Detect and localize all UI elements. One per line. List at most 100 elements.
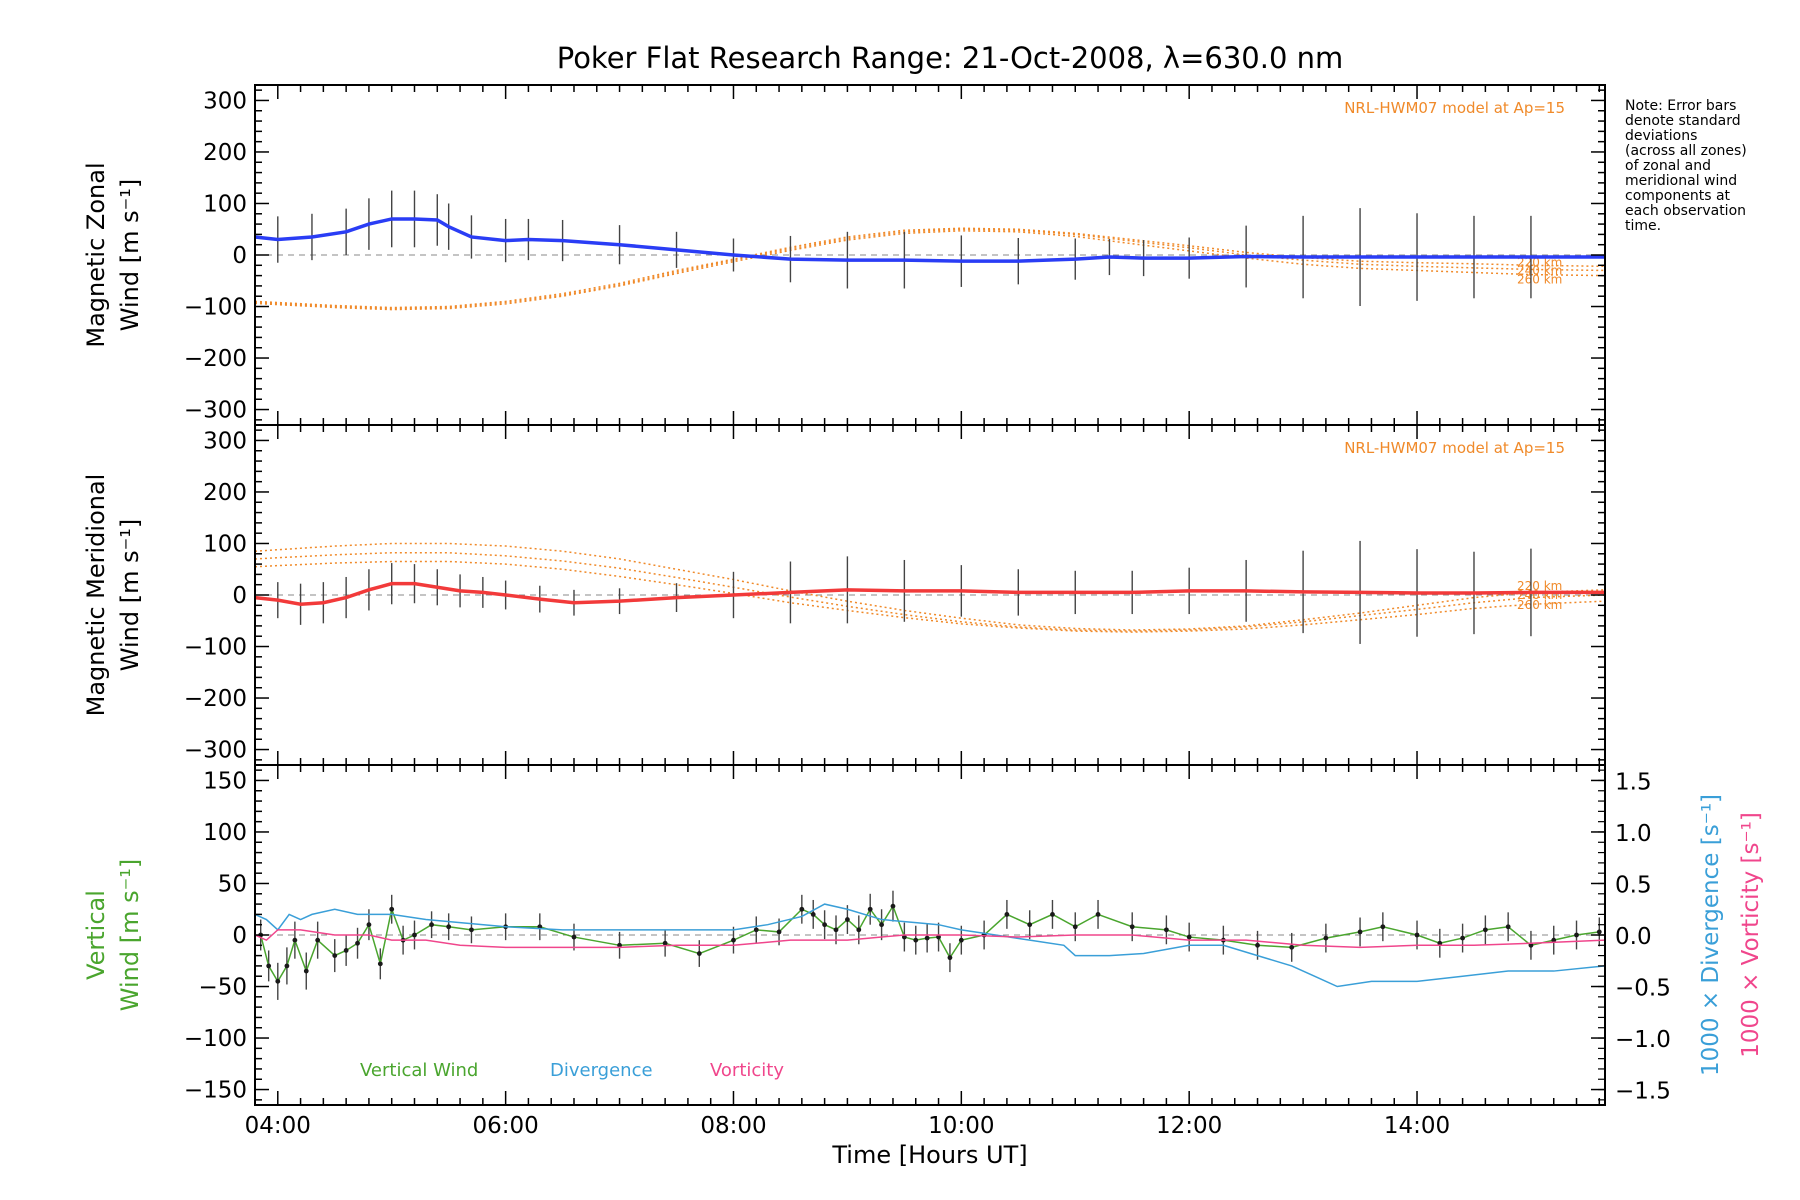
y-tick-label: 150 [203, 768, 247, 794]
y-tick-label: −100 [184, 295, 247, 321]
y-tick-label: 0 [232, 583, 247, 609]
y-axis-label-line: Magnetic Meridional [82, 474, 110, 717]
y2-divergence-label: 1000 × Divergence [s⁻¹] [1698, 794, 1724, 1076]
series-line-vorticity [254, 929, 1606, 949]
data-point [377, 961, 383, 967]
data-point [947, 955, 953, 961]
y2-tick-label: −1.0 [1615, 1027, 1671, 1053]
data-point [412, 932, 417, 938]
data-point [1027, 922, 1033, 928]
note-line: deviations [1625, 128, 1697, 144]
data-point [469, 927, 474, 933]
data-point [571, 934, 577, 940]
model-label: NRL-HWM07 model at Ap=15 [1344, 99, 1565, 117]
model-line-260-km [254, 560, 1606, 633]
data-point [867, 906, 873, 912]
y-tick-label: 300 [203, 88, 247, 114]
y-axis-label-line: Wind [m s⁻¹] [116, 179, 144, 331]
data-point [1505, 924, 1511, 930]
model-line-240-km [254, 228, 1606, 310]
y-axis-label: Magnetic Zonal Wind [m s⁻¹] [82, 162, 144, 347]
x-tick-label: 06:00 [472, 1113, 538, 1139]
data-point [446, 924, 452, 930]
data-point [1095, 911, 1101, 917]
data-point [389, 906, 395, 912]
y-tick-label: 0 [232, 243, 247, 269]
series-line-meridional [254, 581, 1605, 607]
note-line: each observation [1625, 203, 1746, 219]
model-alt-label: 220 km [1517, 255, 1562, 269]
model-line-240-km [254, 552, 1606, 632]
data-point [799, 906, 805, 912]
data-point [275, 978, 281, 984]
data-point [879, 922, 884, 928]
model-line-260-km [254, 230, 1606, 311]
note-line: components at [1625, 188, 1731, 204]
y2-tick-label: −1.5 [1615, 1079, 1671, 1105]
y-tick-label: −300 [184, 398, 247, 424]
data-point [292, 937, 298, 943]
series-line-vertical-wind [259, 904, 1600, 983]
y-tick-label: 100 [203, 531, 247, 557]
note-line: meridional wind [1625, 173, 1737, 189]
data-point [1163, 927, 1169, 933]
data-point [617, 942, 622, 948]
x-tick-label: 08:00 [700, 1113, 766, 1139]
x-axis: 04:00 06:00 08:00 10:00 12:00 14:00 [245, 1113, 1451, 1139]
data-point [810, 911, 816, 917]
y2-tick-label: 1.5 [1615, 769, 1652, 795]
data-point [266, 963, 272, 969]
legend-entry: Divergence [550, 1060, 653, 1081]
y-tick-label: 100 [203, 191, 247, 217]
data-point [753, 927, 759, 933]
data-point [1129, 924, 1135, 930]
y-tick-label: −150 [184, 1078, 247, 1104]
data-point [1528, 942, 1534, 948]
data-point [1186, 934, 1192, 940]
data-point [1323, 935, 1329, 941]
data-point [1482, 927, 1488, 933]
data-point [1596, 929, 1602, 935]
model-alt-label: 240 km [1517, 263, 1562, 277]
x-axis-label: Time [Hours UT] [831, 1141, 1027, 1169]
model-label: NRL-HWM07 model at Ap=15 [1344, 439, 1565, 457]
data-point [856, 927, 862, 933]
y2-tick-label: −0.5 [1615, 976, 1671, 1002]
data-point [890, 903, 896, 909]
x-tick-label: 10:00 [928, 1113, 994, 1139]
model-line-220-km [254, 542, 1606, 631]
data-point [696, 951, 702, 956]
data-point [1414, 932, 1420, 938]
y2-tick-label: 0.0 [1615, 924, 1652, 950]
y-axis-label-line: Wind [m s⁻¹] [116, 859, 144, 1011]
data-point [1050, 911, 1055, 917]
data-point [1072, 924, 1078, 930]
y-tick-label: −50 [198, 975, 247, 1001]
data-point [924, 935, 930, 941]
y-tick-label: 300 [203, 428, 247, 454]
data-point [1437, 940, 1443, 946]
data-point [284, 963, 290, 969]
note-line: time. [1625, 218, 1661, 234]
x-tick-label: 12:00 [1156, 1113, 1222, 1139]
model-alt-label: 260 km [1517, 598, 1562, 612]
data-point [833, 927, 839, 933]
data-point [366, 922, 372, 928]
y-tick-label: −100 [184, 635, 247, 661]
y-axis-label-line: Wind [m s⁻¹] [116, 519, 144, 671]
chart-title: Poker Flat Research Range: 21-Oct-2008, … [557, 41, 1344, 75]
panel-vertical: −150 −100 −50 0 50 100 150 Vertical Wind [m s⁻¹]… [82, 764, 1764, 1106]
y-tick-label: −300 [184, 738, 247, 764]
y-tick-label: 50 [218, 871, 247, 897]
y-tick-label: 0 [232, 923, 247, 949]
y-tick-label: 100 [203, 820, 247, 846]
note-line: Note: Error bars [1625, 98, 1736, 114]
x-tick-label: 14:00 [1384, 1113, 1450, 1139]
data-point [1004, 911, 1010, 917]
y-axis-label-line: Magnetic Zonal [82, 162, 110, 347]
data-point [822, 922, 828, 928]
